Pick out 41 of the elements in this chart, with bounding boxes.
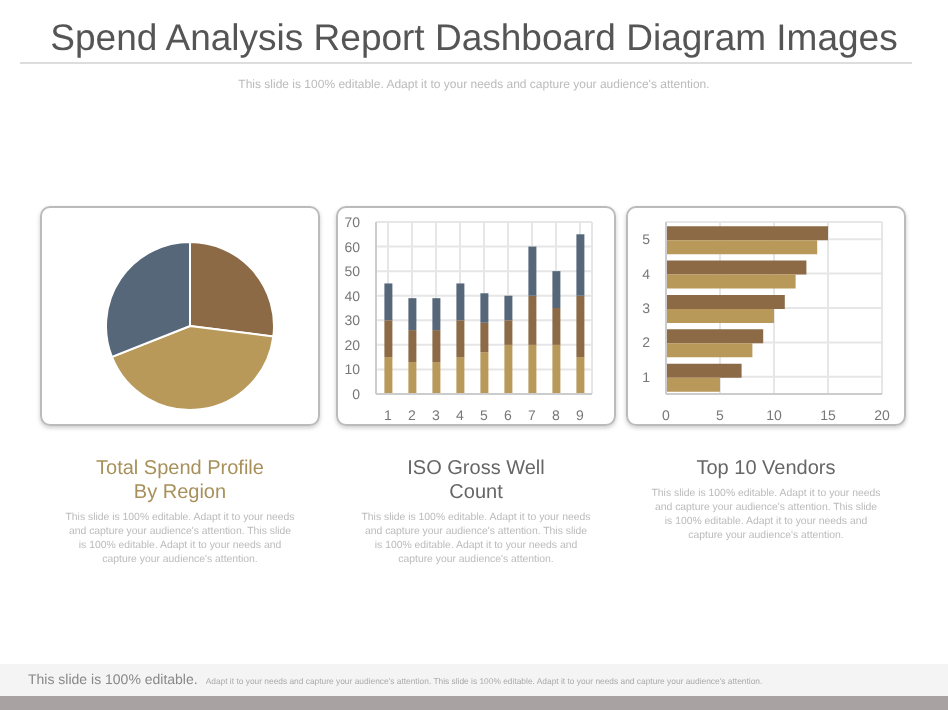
- bar: [666, 363, 742, 378]
- bar: [666, 260, 807, 275]
- bar: [528, 246, 537, 296]
- bar: [666, 343, 753, 358]
- text: Spend Analysis Report Dashboard Diagram Images: [48, 16, 900, 60]
- bar: [384, 357, 393, 394]
- text: Top 10 Vendors: [694, 458, 838, 482]
- bar: [552, 271, 561, 308]
- bar: [480, 293, 489, 323]
- bar: [666, 226, 828, 241]
- bar: [480, 322, 489, 353]
- bar: [504, 320, 513, 345]
- bar: [552, 308, 561, 345]
- bar: [666, 308, 774, 323]
- bar: [432, 362, 441, 394]
- bar: [432, 330, 441, 363]
- bar: [576, 234, 585, 296]
- bar: [576, 295, 585, 358]
- bar: [480, 352, 489, 394]
- bar: [666, 377, 720, 392]
- bar: [528, 295, 537, 345]
- bar: [666, 294, 785, 309]
- bar: [456, 283, 465, 321]
- bar: [666, 329, 764, 344]
- bar: [456, 320, 465, 358]
- bar: [384, 283, 393, 321]
- bar: [408, 298, 417, 331]
- bar: [666, 274, 796, 289]
- text: ISO Gross Well Count: [405, 458, 547, 506]
- bar: [408, 362, 417, 394]
- bar: [504, 344, 513, 394]
- bar: [432, 298, 441, 331]
- bar: [576, 357, 585, 394]
- bar: [528, 344, 537, 394]
- bar: [384, 320, 393, 358]
- text: Total Spend Profile By Region: [94, 458, 266, 506]
- bar: [504, 295, 513, 321]
- bar: [456, 357, 465, 394]
- bar: [552, 344, 561, 394]
- bar: [666, 240, 818, 255]
- bar: [408, 330, 417, 363]
